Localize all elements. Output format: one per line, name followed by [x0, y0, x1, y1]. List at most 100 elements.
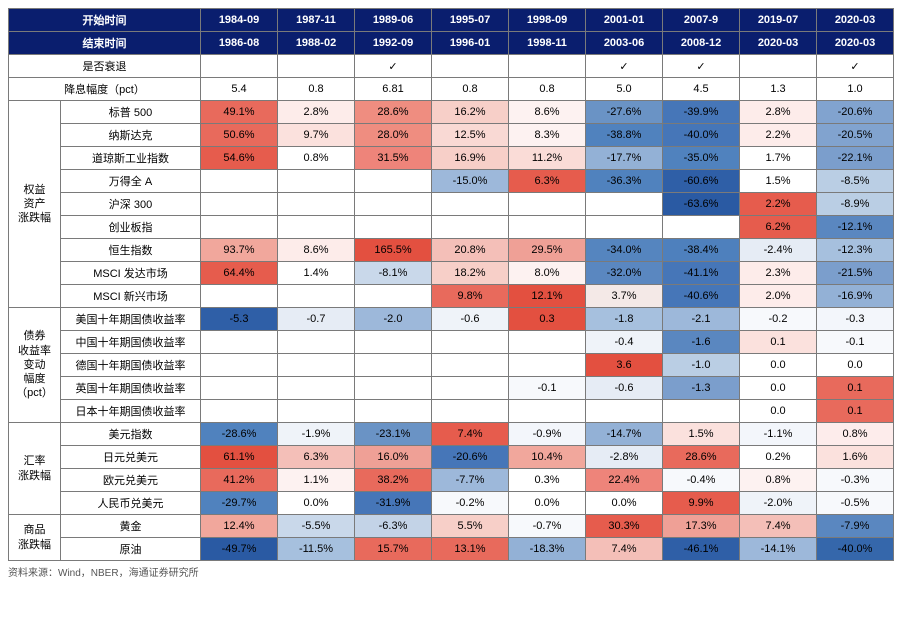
- data-cell: 29.5%: [509, 239, 586, 262]
- data-cell: -20.6%: [817, 101, 894, 124]
- data-cell: 10.4%: [509, 446, 586, 469]
- data-cell: 1.4%: [278, 262, 355, 285]
- period-start: 2001-01: [586, 9, 663, 32]
- data-cell: [355, 377, 432, 400]
- data-cell: 49.1%: [201, 101, 278, 124]
- data-cell: [509, 400, 586, 423]
- data-cell: -0.4%: [663, 469, 740, 492]
- data-cell: -40.0%: [817, 538, 894, 561]
- data-cell: 1.5%: [740, 170, 817, 193]
- data-cell: -0.6: [586, 377, 663, 400]
- data-cell: -1.1%: [740, 423, 817, 446]
- data-cell: -14.1%: [740, 538, 817, 561]
- data-cell: 2.8%: [740, 101, 817, 124]
- data-cell: 17.3%: [663, 515, 740, 538]
- data-cell: 30.3%: [586, 515, 663, 538]
- data-cell: -1.9%: [278, 423, 355, 446]
- period-end: 1996-01: [432, 32, 509, 55]
- data-cell: -60.6%: [663, 170, 740, 193]
- data-cell: -0.9%: [509, 423, 586, 446]
- data-cell: [432, 55, 509, 78]
- data-cell: 0.0: [740, 354, 817, 377]
- data-cell: -14.7%: [586, 423, 663, 446]
- data-cell: 20.8%: [432, 239, 509, 262]
- row-label: MSCI 发达市场: [61, 262, 201, 285]
- period-end: 1998-11: [509, 32, 586, 55]
- data-cell: 0.8: [278, 78, 355, 101]
- data-cell: 0.8%: [817, 423, 894, 446]
- data-cell: [278, 377, 355, 400]
- data-cell: 0.1: [817, 400, 894, 423]
- data-cell: [201, 331, 278, 354]
- data-cell: -18.3%: [509, 538, 586, 561]
- data-cell: -40.0%: [663, 124, 740, 147]
- data-cell: [355, 216, 432, 239]
- data-cell: 7.4%: [586, 538, 663, 561]
- period-end: 1988-02: [278, 32, 355, 55]
- data-cell: -2.8%: [586, 446, 663, 469]
- data-cell: -0.6: [432, 308, 509, 331]
- header-start-time: 开始时间: [9, 9, 201, 32]
- data-cell: 9.8%: [432, 285, 509, 308]
- data-cell: -1.8: [586, 308, 663, 331]
- data-cell: 22.4%: [586, 469, 663, 492]
- data-cell: ✓: [817, 55, 894, 78]
- period-start: 2007-9: [663, 9, 740, 32]
- data-cell: 12.4%: [201, 515, 278, 538]
- data-cell: [201, 193, 278, 216]
- data-cell: -49.7%: [201, 538, 278, 561]
- data-cell: 0.8: [509, 78, 586, 101]
- data-cell: ✓: [355, 55, 432, 78]
- data-cell: 12.1%: [509, 285, 586, 308]
- data-cell: -2.0: [355, 308, 432, 331]
- data-cell: [278, 285, 355, 308]
- data-cell: [201, 377, 278, 400]
- data-cell: -63.6%: [663, 193, 740, 216]
- data-cell: 28.6%: [663, 446, 740, 469]
- data-cell: 16.9%: [432, 147, 509, 170]
- data-cell: 8.6%: [509, 101, 586, 124]
- data-cell: [586, 216, 663, 239]
- data-cell: -21.5%: [817, 262, 894, 285]
- data-cell: 61.1%: [201, 446, 278, 469]
- data-cell: 1.5%: [663, 423, 740, 446]
- data-cell: -6.3%: [355, 515, 432, 538]
- data-cell: [201, 400, 278, 423]
- data-cell: [201, 170, 278, 193]
- data-cell: 0.3: [509, 308, 586, 331]
- row-label: 日元兑美元: [61, 446, 201, 469]
- table-header: 开始时间1984-091987-111989-061995-071998-092…: [9, 9, 894, 55]
- data-cell: 38.2%: [355, 469, 432, 492]
- data-cell: 6.3%: [278, 446, 355, 469]
- period-start: 1987-11: [278, 9, 355, 32]
- period-start: 1984-09: [201, 9, 278, 32]
- data-cell: -0.1: [817, 331, 894, 354]
- period-end: 2020-03: [817, 32, 894, 55]
- data-cell: [586, 193, 663, 216]
- data-cell: [432, 331, 509, 354]
- data-cell: 28.0%: [355, 124, 432, 147]
- data-cell: 4.5: [663, 78, 740, 101]
- data-cell: -0.3%: [817, 469, 894, 492]
- data-cell: 0.3%: [509, 469, 586, 492]
- data-cell: 0.1: [817, 377, 894, 400]
- data-cell: -7.7%: [432, 469, 509, 492]
- data-cell: -8.1%: [355, 262, 432, 285]
- data-cell: 2.0%: [740, 285, 817, 308]
- data-cell: -27.6%: [586, 101, 663, 124]
- row-label: 纳斯达克: [61, 124, 201, 147]
- data-cell: [432, 354, 509, 377]
- period-end: 1986-08: [201, 32, 278, 55]
- data-cell: -0.1: [509, 377, 586, 400]
- data-cell: [278, 400, 355, 423]
- data-cell: [509, 216, 586, 239]
- period-start: 2020-03: [817, 9, 894, 32]
- data-cell: 41.2%: [201, 469, 278, 492]
- data-cell: 28.6%: [355, 101, 432, 124]
- data-cell: -41.1%: [663, 262, 740, 285]
- data-cell: -1.3: [663, 377, 740, 400]
- data-cell: 0.0%: [278, 492, 355, 515]
- data-cell: 2.2%: [740, 124, 817, 147]
- data-cell: 31.5%: [355, 147, 432, 170]
- data-cell: 8.0%: [509, 262, 586, 285]
